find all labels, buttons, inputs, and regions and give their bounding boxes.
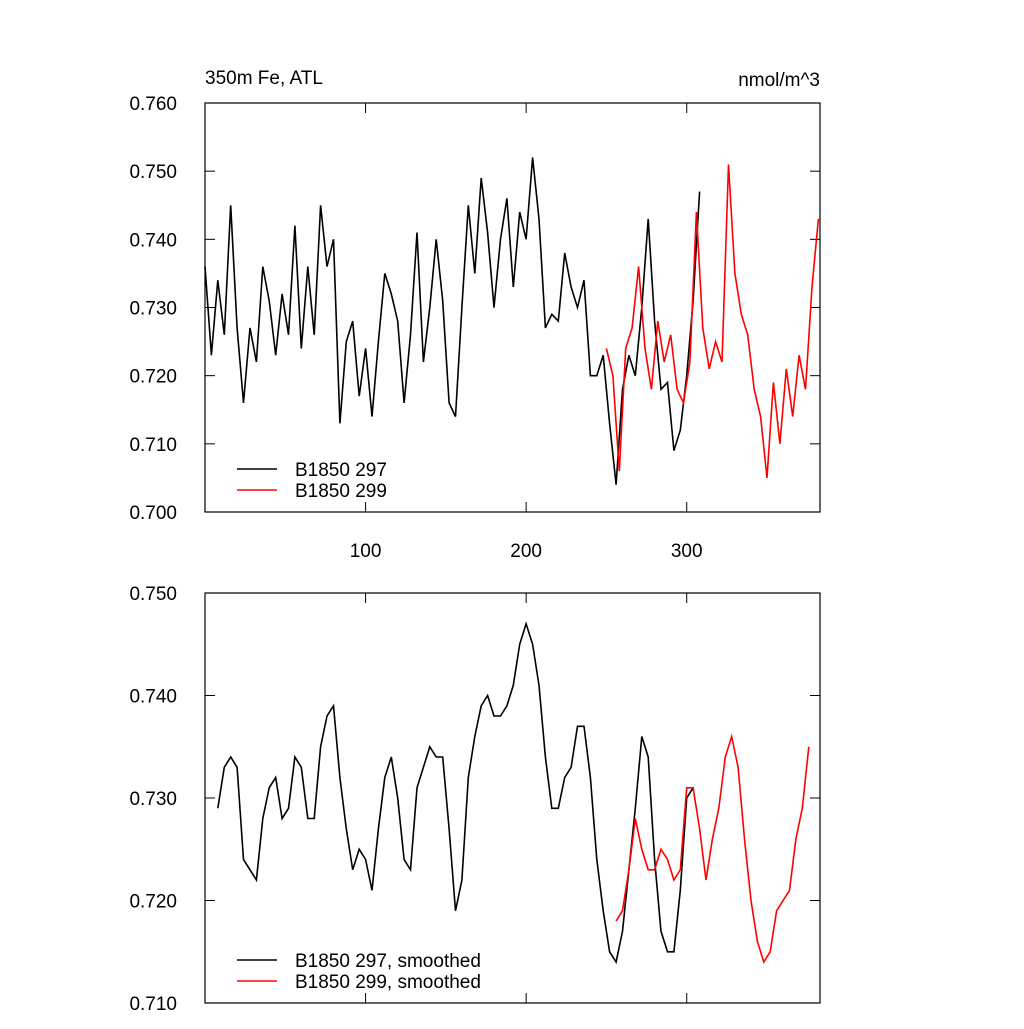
y-tick-label: 0.740 (129, 687, 177, 708)
y-tick-label: 0.720 (129, 367, 177, 388)
x-tick-label: 300 (671, 541, 703, 562)
y-tick-label: 0.710 (129, 994, 177, 1015)
data-line (204, 157, 701, 485)
x-tick-label: 100 (350, 541, 382, 562)
y-tick-label: 0.740 (129, 230, 177, 251)
legend-label: B1850 299 (295, 481, 387, 502)
y-tick-label: 0.760 (129, 94, 177, 115)
y-tick-label: 0.730 (129, 299, 177, 320)
y-tick-label: 0.700 (129, 503, 177, 524)
x-tick-label: 200 (510, 541, 542, 562)
data-line (605, 164, 820, 478)
chart-title: 350m Fe, ATL (205, 68, 323, 89)
y-tick-label: 0.750 (129, 584, 177, 605)
units-label: nmol/m^3 (738, 70, 820, 91)
y-tick-label: 0.710 (129, 435, 177, 456)
legend-label: B1850 297, smoothed (295, 951, 481, 972)
data-line (217, 621, 694, 965)
data-line (615, 733, 810, 964)
plot-frame (204, 592, 821, 1004)
legend-label: B1850 299, smoothed (295, 972, 481, 993)
y-tick-label: 0.730 (129, 789, 177, 810)
plot-frame (204, 102, 821, 513)
legend-label: B1850 297 (295, 460, 387, 481)
y-tick-label: 0.750 (129, 162, 177, 183)
y-tick-label: 0.720 (129, 892, 177, 913)
